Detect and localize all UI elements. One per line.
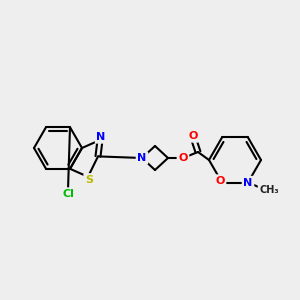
Text: O: O <box>188 131 198 141</box>
Text: N: N <box>243 178 253 188</box>
Text: CH₃: CH₃ <box>259 185 279 195</box>
Text: O: O <box>178 153 188 163</box>
Text: Cl: Cl <box>62 189 74 199</box>
Text: N: N <box>137 153 147 163</box>
Text: N: N <box>96 132 106 142</box>
Text: S: S <box>85 175 93 185</box>
Text: O: O <box>215 176 225 186</box>
